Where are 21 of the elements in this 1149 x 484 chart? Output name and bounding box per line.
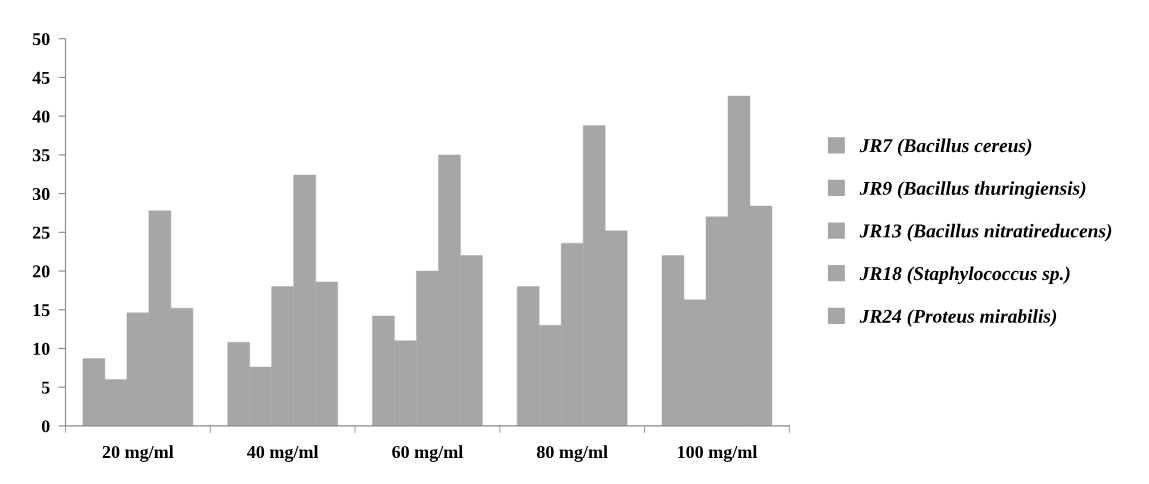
x-tick-label: 60 mg/ml bbox=[392, 445, 463, 462]
legend-label: JR13 (Bacillus nitratireducens) bbox=[859, 223, 1112, 242]
y-tick-label: 45 bbox=[32, 71, 50, 84]
legend-label: JR9 (Bacillus thuringiensis) bbox=[859, 181, 1086, 199]
y-tick-label: 15 bbox=[33, 304, 50, 317]
legend-label: JR24 (Proteus mirabilis) bbox=[859, 309, 1057, 327]
x-tick-label: 80 mg/ml bbox=[536, 445, 608, 462]
y-tick-label: 10 bbox=[33, 342, 50, 355]
y-tick-label: 50 bbox=[32, 32, 50, 46]
x-tick-label: 40 mg/ml bbox=[247, 445, 319, 462]
y-tick-label: 0 bbox=[41, 420, 50, 433]
y-tick-label: 5 bbox=[41, 381, 50, 394]
y-tick-label: 20 bbox=[32, 265, 50, 278]
y-tick-label: 35 bbox=[32, 149, 50, 162]
y-tick-label: 30 bbox=[32, 187, 50, 201]
x-tick-label: 100 mg/ml bbox=[678, 445, 758, 462]
y-tick-label: 40 bbox=[32, 110, 50, 123]
x-tick-label: 20 mg/ml bbox=[102, 445, 174, 462]
legend-label: JR7 (Bacillus cereus) bbox=[859, 138, 1032, 157]
y-tick-label: 25 bbox=[32, 226, 50, 239]
legend-label: JR18 (Staphylococcus sp.) bbox=[859, 266, 1070, 285]
